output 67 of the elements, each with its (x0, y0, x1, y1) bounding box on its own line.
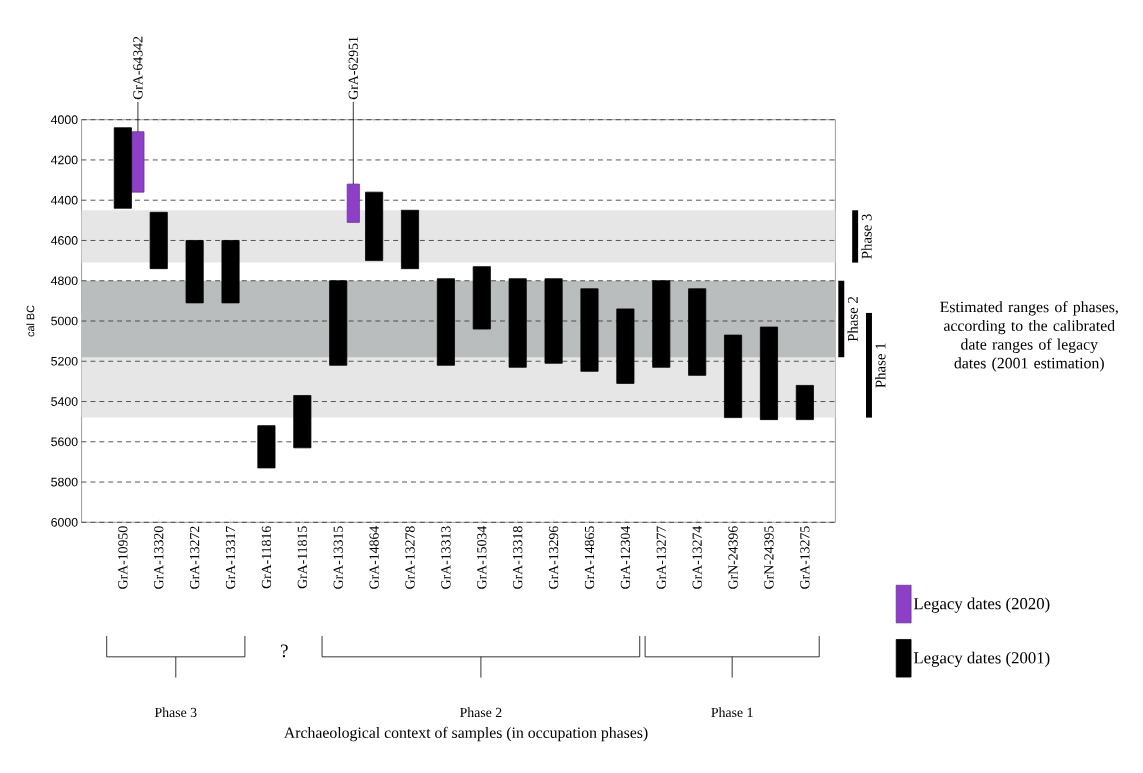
text: Archaeological context of samples (in occupation phases) (284, 726, 648, 742)
x-tick-label: GrA-13313 (441, 526, 451, 590)
y-tick-label: 4600 (50, 236, 78, 246)
legend-label: Legacy dates (2001) (913, 651, 1050, 668)
bar (293, 395, 312, 449)
bar (616, 308, 635, 385)
y-tick-label: 4400 (50, 196, 78, 205)
y-tick-label: 5000 (51, 316, 78, 326)
band-label: Phase 3 (861, 214, 872, 259)
annotation: GrA-64342 (133, 37, 143, 100)
x-tick-label: GrA-13275 (800, 526, 810, 590)
legend-label: Legacy dates (2020) (913, 597, 1050, 613)
bar (113, 127, 132, 209)
bar (472, 266, 491, 330)
x-tick-label: GrA-14864 (369, 526, 379, 590)
bar (688, 288, 707, 376)
x-tick-label: GrA-15034 (477, 526, 487, 590)
x-tick-label: GrN-24396 (728, 526, 738, 590)
bar (365, 191, 384, 262)
x-tick-label: GrA-13277 (656, 526, 666, 590)
bar (221, 240, 240, 304)
bar (580, 288, 599, 372)
bar (544, 278, 563, 364)
bar (329, 280, 348, 366)
x-tick-label: GrA-11816 (261, 526, 272, 589)
x-tick-label: GrA-11815 (297, 526, 307, 589)
x-tick-label: GrN-24395 (764, 526, 774, 590)
bar (759, 326, 778, 421)
x-tick-label: GrA-13318 (513, 526, 523, 590)
text: Phase 1 (711, 707, 753, 718)
bar (149, 212, 168, 270)
x-tick-label: GrA-13320 (154, 526, 164, 590)
bar (652, 280, 671, 368)
band-label: Phase 2 (847, 297, 858, 342)
x-tick-label: GrA-13296 (548, 526, 559, 590)
text: Phase 3 (154, 707, 197, 718)
y-tick-label: 4800 (50, 276, 78, 286)
bar (795, 385, 814, 421)
x-tick-label: GrA-13278 (405, 526, 415, 590)
x-tick-label: GrA-14865 (584, 526, 595, 590)
y-axis-title: cal BC (26, 305, 35, 337)
bar (400, 210, 420, 270)
y-tick-label: 5600 (51, 437, 78, 447)
annotation: GrA-62951 (348, 37, 358, 100)
x-tick-label: GrA-10950 (118, 526, 128, 590)
bar (508, 278, 527, 368)
x-tick-label: GrA-13274 (692, 526, 702, 590)
y-tick-label: 6000 (51, 518, 78, 527)
bar (436, 278, 455, 366)
x-tick-label: GrA-13317 (225, 526, 236, 590)
text: ? (281, 644, 288, 658)
y-tick-label: 5200 (51, 357, 78, 366)
x-tick-label: GrA-13272 (190, 526, 200, 590)
bar (257, 425, 276, 469)
text: Estimated ranges of phases, according to the calibrated date ranges of legacy dates (2001 estimation) (940, 301, 1118, 372)
bar (346, 183, 360, 223)
bar (185, 240, 204, 304)
x-tick-label: GrA-13315 (333, 526, 343, 590)
bar (131, 131, 145, 193)
y-tick-label: 5800 (51, 477, 78, 487)
y-tick-label: 5400 (51, 397, 78, 407)
bar (724, 334, 743, 419)
x-tick-label: GrA-12304 (620, 526, 631, 590)
text: Phase 2 (460, 707, 502, 718)
y-tick-label: 4200 (50, 155, 78, 165)
band-label: Phase 1 (875, 343, 886, 388)
y-tick-label: 4000 (50, 115, 78, 125)
